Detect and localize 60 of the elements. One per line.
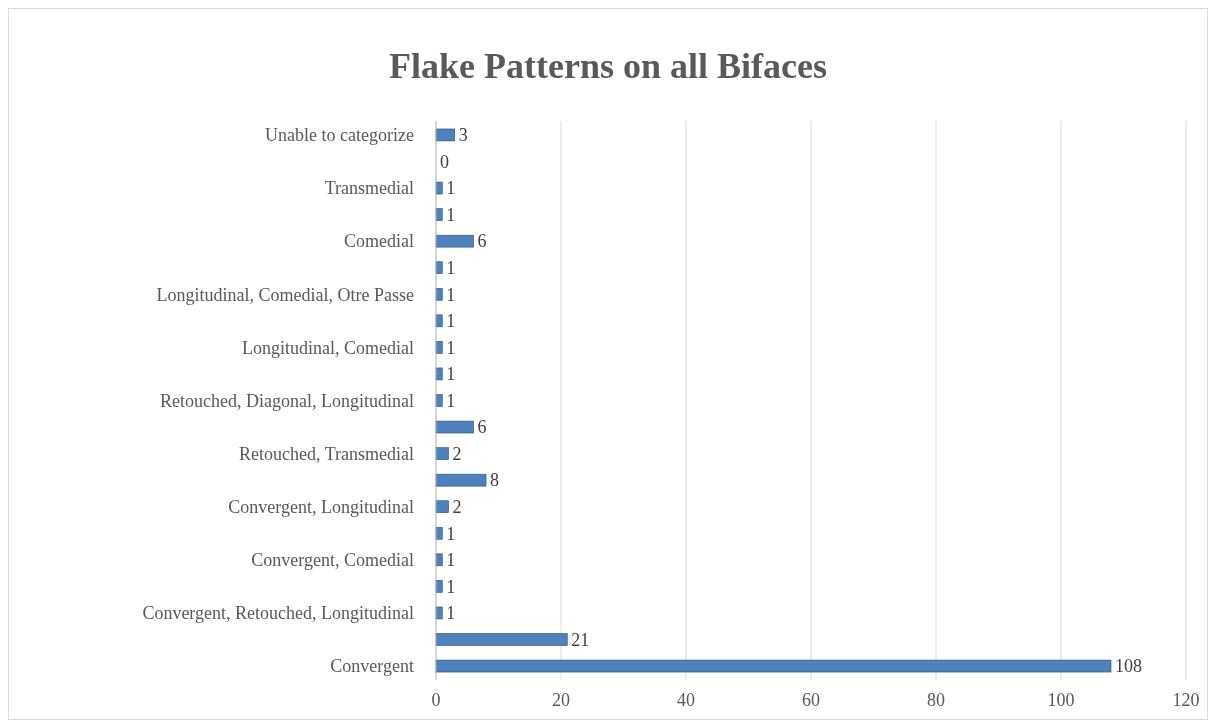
bar (435, 659, 1112, 673)
y-tick-label: Longitudinal, Comedial, Otre Passe (156, 284, 414, 305)
bar (435, 128, 456, 142)
y-tick-label: Convergent, Retouched, Longitudinal (142, 603, 414, 624)
data-label: 8 (490, 470, 499, 491)
bar (435, 500, 449, 513)
x-tick-label: 40 (677, 690, 695, 710)
data-label: 6 (477, 417, 487, 438)
bar (435, 527, 443, 540)
bar (435, 394, 443, 407)
data-label: 21 (571, 629, 590, 650)
bar (435, 341, 443, 354)
data-label: 1 (446, 337, 456, 358)
y-tick-label: Transmedial (324, 178, 414, 199)
data-label: 2 (452, 497, 462, 518)
bar (435, 288, 443, 301)
data-label: 108 (1115, 656, 1142, 677)
data-label: 1 (446, 364, 456, 385)
y-tick-label: Comedial (344, 231, 414, 252)
data-label: 1 (446, 603, 456, 624)
data-label: 1 (446, 258, 456, 279)
y-tick-label: Longitudinal, Comedial (242, 337, 414, 358)
data-label: 2 (452, 443, 462, 464)
x-tick-label: 0 (431, 690, 441, 710)
bar (435, 580, 443, 593)
bar (435, 234, 474, 248)
bar (435, 208, 443, 221)
data-label: 1 (446, 576, 456, 597)
data-label: 1 (446, 311, 456, 332)
data-label: 6 (477, 231, 487, 252)
bar (435, 473, 487, 487)
chart-title: Flake Patterns on all Bifaces (389, 46, 827, 86)
bar (435, 420, 474, 434)
bar (435, 447, 449, 460)
data-label: 3 (458, 125, 468, 146)
bar (435, 633, 568, 646)
y-tick-label: Convergent, Comedial (251, 550, 414, 571)
data-label: 1 (446, 523, 456, 544)
bar (435, 261, 443, 274)
x-tick-label: 80 (927, 690, 945, 710)
y-tick-label: Convergent, Longitudinal (228, 497, 414, 518)
x-tick-label: 100 (1047, 690, 1075, 710)
bar (435, 553, 443, 567)
x-tick-label: 120 (1172, 690, 1200, 710)
data-label: 1 (446, 204, 456, 225)
bar (435, 314, 443, 328)
x-tick-label: 60 (802, 690, 820, 710)
data-label: 1 (446, 390, 456, 411)
x-tick-label: 20 (552, 690, 570, 710)
data-label: 0 (440, 151, 449, 172)
y-tick-label: Retouched, Diagonal, Longitudinal (160, 390, 414, 411)
data-label: 1 (446, 284, 456, 305)
data-label: 1 (446, 550, 456, 571)
data-label: 1 (446, 178, 456, 199)
y-tick-label: Retouched, Transmedial (239, 443, 414, 464)
y-tick-label: Convergent (330, 656, 414, 677)
bar (435, 181, 443, 195)
bar (435, 367, 443, 381)
bar (435, 606, 443, 620)
y-tick-label: Unable to categorize (265, 125, 415, 146)
